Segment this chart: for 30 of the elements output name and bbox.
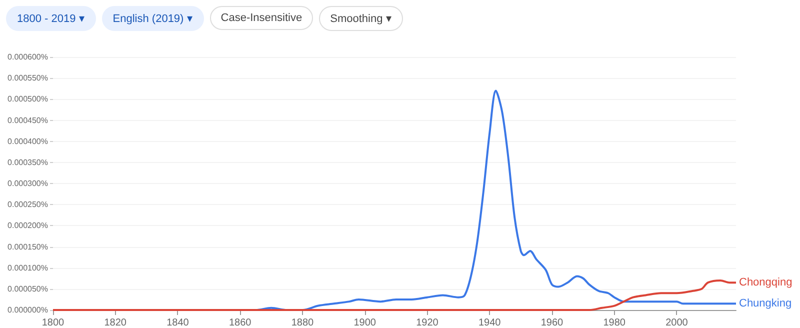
dropdown-button: Case-Insensitive [210, 6, 314, 30]
y-tick-label: 0.000250% [8, 200, 48, 210]
y-tick-label: 0.000550% [8, 74, 48, 83]
x-tick-label: 1820 [104, 318, 127, 328]
x-tick-label: 1840 [166, 318, 190, 328]
x-tick-label: 1880 [291, 318, 314, 328]
dropdown-button: English (2019) ▾ [102, 6, 204, 30]
series-label: Chungking [739, 298, 792, 310]
y-tick-label: 0.000200% [8, 221, 48, 230]
y-tick-label: 0.000400% [8, 136, 48, 146]
y-tick-label: 0.000150% [8, 242, 48, 252]
y-tick-label: 0.000100% [8, 263, 48, 272]
x-tick-label: 1900 [354, 318, 376, 328]
dropdown-button: 1800 - 2019 ▾ [6, 6, 96, 30]
y-tick-label: 0.000600% [8, 52, 48, 62]
y-tick-label: 0.000350% [8, 158, 48, 167]
y-tick-label: 0.000450% [8, 116, 48, 125]
x-tick-label: 1940 [478, 318, 502, 328]
x-tick-label: 2000 [666, 318, 688, 328]
x-tick-label: 1920 [416, 318, 439, 328]
x-tick-label: 1980 [603, 318, 626, 328]
series-label: Chongqing [739, 276, 792, 289]
dropdown-button: Smoothing ▾ [319, 6, 403, 30]
x-tick-label: 1860 [229, 318, 252, 328]
y-tick-label: 0.000000% [8, 306, 48, 314]
y-tick-label: 0.000300% [8, 179, 48, 188]
y-tick-label: 0.000050% [8, 284, 48, 294]
x-tick-label: 1800 [42, 318, 65, 328]
x-tick-label: 1960 [540, 318, 564, 328]
y-tick-label: 0.000500% [8, 94, 48, 104]
